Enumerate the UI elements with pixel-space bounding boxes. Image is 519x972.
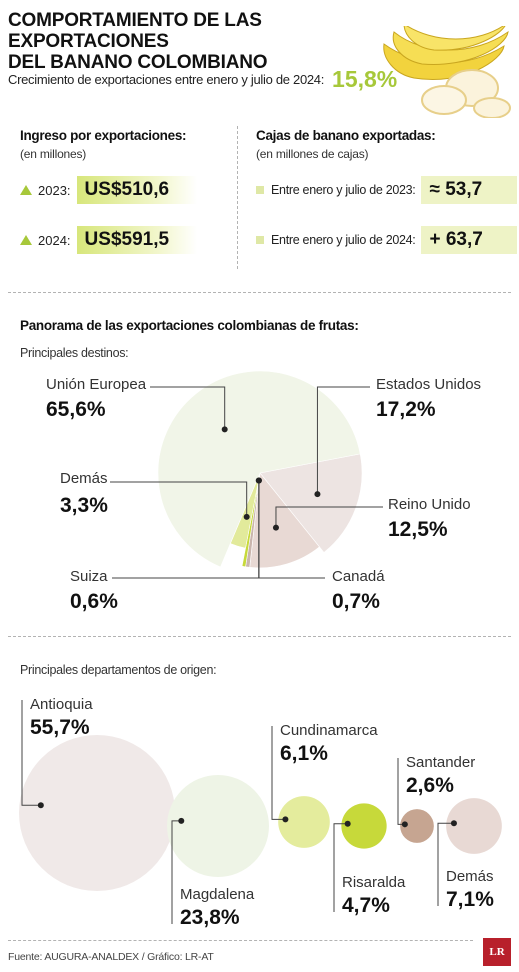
source-note: Fuente: AUGURA-ANALDEX / Gráfico: LR-AT	[8, 951, 214, 963]
bubble-leader-line-risaralda	[333, 823, 348, 912]
bubble-value-antioquia: 55,7%	[30, 716, 90, 739]
pie-label-union-europea: Unión Europea	[46, 376, 147, 393]
triangle-up-icon	[20, 185, 32, 195]
triangle-up-icon	[20, 235, 32, 245]
pie-value-estados-unidos: 17,2%	[376, 398, 436, 421]
pie-slice-union-europea	[157, 370, 361, 568]
bubble-leader-line-santander	[397, 758, 405, 825]
section-divider-2	[8, 636, 511, 637]
bubble-cundinamarca	[278, 796, 330, 848]
income-subtitle: (en millones)	[20, 147, 87, 161]
boxes-value: + 63,7	[421, 226, 518, 254]
bubble-magdalena	[167, 775, 269, 877]
bubble-anchor-dot-risaralda	[344, 820, 351, 827]
section-divider-1	[8, 292, 511, 293]
boxes-label: Entre enero y julio de 2024:	[271, 233, 416, 247]
bubble-santander	[400, 809, 434, 843]
pie-value-reino-unido: 12,5%	[388, 518, 448, 541]
growth-row: Crecimiento de exportaciones entre enero…	[8, 66, 397, 93]
growth-label: Crecimiento de exportaciones entre enero…	[8, 72, 325, 87]
boxes-subtitle: (en millones de cajas)	[256, 147, 369, 161]
origin-subtitle: Principales departamentos de origen:	[20, 663, 217, 677]
pie-label-suiza: Suiza	[70, 568, 108, 585]
pie-value-demas: 3,3%	[60, 494, 108, 517]
pie-slice-reino-unido	[249, 472, 320, 569]
pie-anchor-dot-estados-unidos	[314, 491, 321, 498]
title-line-1: COMPORTAMIENTO DE LAS EXPORTACIONES	[8, 10, 262, 52]
pie-anchor-dot-reino-unido	[272, 524, 279, 531]
boxes-label: Entre enero y julio de 2023:	[271, 183, 416, 197]
boxes-title: Cajas de banano exportadas:	[256, 128, 436, 143]
vertical-divider	[237, 126, 238, 269]
panorama-title: Panorama de las exportaciones colombiana…	[20, 318, 359, 333]
bubble-label-santander: Santander	[406, 754, 476, 771]
bubble-label-cundinamarca: Cundinamarca	[280, 722, 378, 739]
bubble-anchor-dot-antioquia	[37, 802, 44, 809]
bubble-label-risaralda: Risaralda	[342, 874, 406, 891]
bubble-anchor-dot-demas	[450, 820, 457, 827]
bubble-value-magdalena: 23,8%	[180, 906, 240, 929]
pie-chart	[110, 370, 383, 579]
pie-value-canada: 0,7%	[332, 590, 380, 613]
pie-value-union-europea: 65,6%	[46, 398, 106, 421]
pie-anchor-dot-demas	[243, 513, 250, 520]
income-row-2024: 2024: US$591,5	[20, 226, 197, 254]
bubble-value-cundinamarca: 6,1%	[280, 742, 328, 765]
footer-divider	[8, 940, 473, 941]
income-year: 2023:	[38, 182, 71, 198]
bubble-leader-line-demas	[437, 822, 454, 906]
pie-anchor-dot-suiza	[255, 477, 262, 484]
page-title: COMPORTAMIENTO DE LAS EXPORTACIONES DEL …	[8, 10, 378, 73]
pie-label-reino-unido: Reino Unido	[388, 496, 471, 513]
bubble-label-magdalena: Magdalena	[180, 886, 255, 903]
pie-leader-line-demas	[110, 481, 248, 517]
title-line-2: DEL BANANO COLOMBIANO	[8, 52, 268, 73]
bubble-anchor-dot-santander	[401, 821, 408, 828]
pie-leader-line-union-europea	[150, 386, 226, 430]
bubble-leader-line-antioquia	[21, 700, 41, 806]
panorama-subtitle: Principales destinos:	[20, 346, 129, 360]
bubble-value-santander: 2,6%	[406, 774, 454, 797]
square-bullet-icon	[256, 236, 264, 244]
pie-value-suiza: 0,6%	[70, 590, 118, 613]
bubble-risaralda	[341, 803, 387, 849]
bubble-label-antioquia: Antioquia	[30, 696, 93, 713]
lr-logo: LR	[483, 938, 511, 966]
pie-label-estados-unidos: Estados Unidos	[376, 376, 482, 393]
bubble-leader-line-magdalena	[171, 820, 182, 924]
income-value: US$510,6	[76, 176, 197, 204]
pie-leader-line-suiza	[112, 480, 260, 579]
pie-label-canada: Canadá	[332, 568, 385, 585]
income-value: US$591,5	[76, 226, 197, 254]
income-title: Ingreso por exportaciones:	[20, 128, 187, 143]
bubble-antioquia	[19, 735, 175, 891]
banana-illustration	[383, 26, 511, 118]
bubble-value-demas: 7,1%	[446, 888, 494, 911]
boxes-value: ≈ 53,7	[421, 176, 518, 204]
pie-leader-line-reino-unido	[275, 506, 383, 528]
bubble-label-demas: Demás	[446, 868, 494, 885]
pie-label-demas: Demás	[60, 470, 108, 487]
square-bullet-icon	[256, 186, 264, 194]
pie-anchor-dot-union-europea	[221, 426, 228, 433]
bubble-anchor-dot-magdalena	[178, 817, 185, 824]
bubble-leader-line-cundinamarca	[271, 726, 286, 820]
income-year: 2024:	[38, 232, 71, 248]
growth-value: 15,8%	[332, 66, 398, 92]
pie-slice-estados-unidos	[259, 453, 363, 553]
pie-leader-line-estados-unidos	[316, 386, 370, 495]
bubble-anchor-dot-cundinamarca	[282, 816, 289, 823]
boxes-row-2024: Entre enero y julio de 2024: + 63,7	[256, 226, 518, 254]
bubble-value-risaralda: 4,7%	[342, 894, 390, 917]
bubble-chart	[19, 700, 502, 924]
boxes-row-2023: Entre enero y julio de 2023: ≈ 53,7	[256, 176, 518, 204]
income-row-2023: 2023: US$510,6	[20, 176, 197, 204]
bubble-demas	[446, 798, 502, 854]
